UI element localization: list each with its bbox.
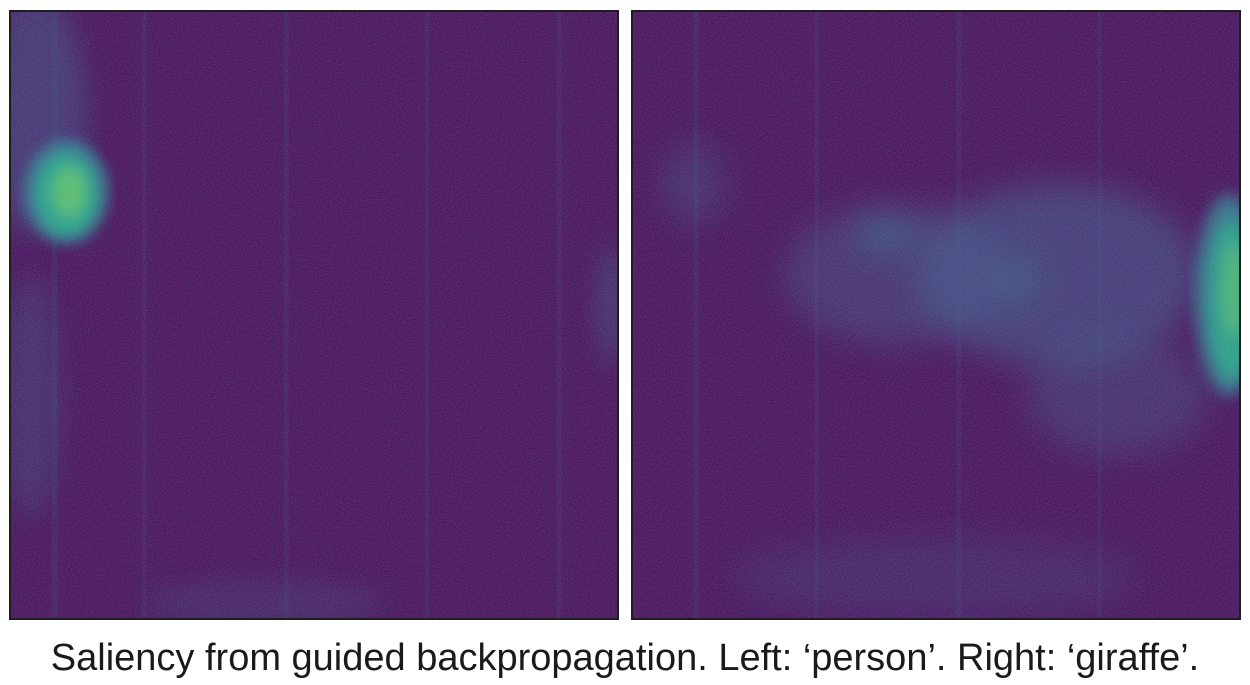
heatmap-noise	[633, 12, 1239, 618]
saliency-heatmap-right	[633, 12, 1239, 618]
saliency-map-left-person	[9, 10, 619, 620]
saliency-map-right-giraffe	[631, 10, 1241, 620]
saliency-heatmap-left	[11, 12, 617, 618]
heatmap-noise	[11, 12, 617, 618]
figure-caption: Saliency from guided backpropagation. Le…	[50, 637, 1200, 679]
